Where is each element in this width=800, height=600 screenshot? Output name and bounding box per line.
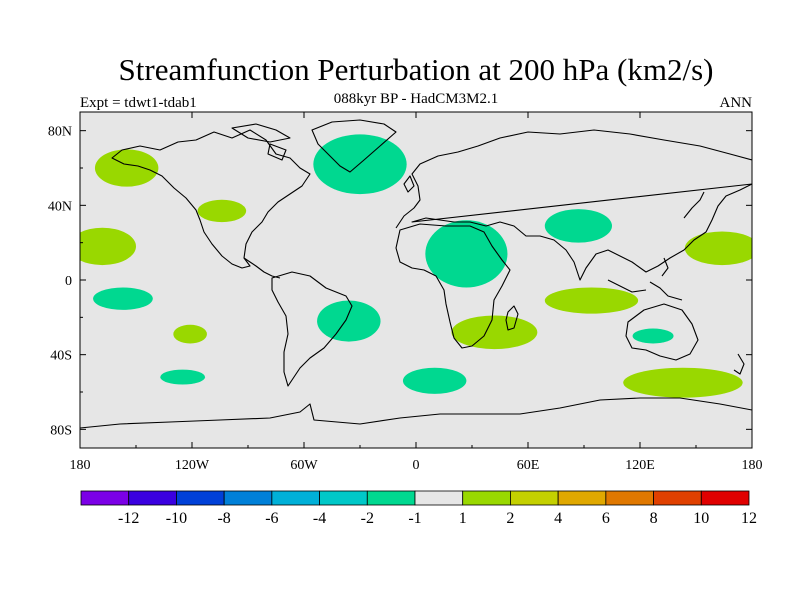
coast-greenland	[311, 119, 397, 173]
x-tick-label: 0	[413, 458, 420, 473]
figure-title: Streamfunction Perturbation at 200 hPa (…	[119, 52, 714, 87]
coast-south-america	[271, 271, 353, 387]
coast-maritime-continent	[607, 257, 683, 301]
anomaly-australia-neg	[632, 328, 674, 344]
x-tick-label: 60E	[517, 458, 540, 473]
colorbar-swatch	[366, 490, 416, 506]
y-tick-label: 0	[65, 274, 72, 289]
anomaly-south-pacific-pos	[173, 324, 207, 344]
anomaly-indian-ocean-pos	[544, 287, 639, 314]
colorbar-swatch	[510, 490, 559, 506]
coast-australia	[625, 303, 699, 361]
colorbar-swatch	[653, 490, 702, 506]
anomaly-east-pacific-pos	[80, 227, 136, 266]
colorbar-swatch	[271, 490, 320, 506]
coast-antarctica	[80, 397, 752, 429]
longitude-axis: 180 120W 60W 0 60E 120E 180	[70, 112, 763, 473]
colorbar-label: -10	[166, 510, 187, 527]
colorbar-label: 10	[693, 510, 709, 527]
x-tick-label: 120W	[175, 458, 210, 473]
colorbar: -12 -10 -8 -6 -4 -2 -1 1 2 4 6 8 10 12	[80, 490, 757, 527]
colorbar-label: -8	[217, 510, 230, 527]
colorbar-swatch	[605, 490, 654, 506]
anomaly-subtropical-south-pacific-neg	[93, 287, 153, 310]
colorbar-label: -4	[313, 510, 326, 527]
anomaly-southern-ocean-neg	[160, 369, 206, 385]
anomaly-southern-indian-ocean-pos	[623, 367, 743, 398]
anomaly-north-america-pos	[197, 199, 247, 223]
x-tick-label: 180	[70, 458, 91, 473]
colorbar-label: 4	[554, 510, 562, 527]
anomaly-south-atlantic-deep-neg	[402, 367, 467, 394]
x-tick-label: 60W	[290, 458, 318, 473]
colorbar-swatch	[80, 490, 130, 506]
colorbar-swatch	[176, 490, 225, 506]
colorbar-swatch	[462, 490, 511, 506]
coastlines	[80, 119, 752, 429]
x-tick-label: 120E	[625, 458, 655, 473]
coast-africa	[395, 223, 511, 349]
colorbar-swatch	[223, 490, 273, 506]
coast-north-america	[111, 129, 311, 269]
colorbar-swatch	[128, 490, 177, 506]
anomaly-north-atlantic-neg	[313, 134, 407, 195]
colorbar-label: -2	[361, 510, 374, 527]
y-tick-label: 80S	[50, 423, 72, 438]
colorbar-label: 8	[650, 510, 658, 527]
colorbar-label: 12	[741, 510, 757, 527]
experiment-label: Expt = tdwt1-tdab1	[80, 95, 197, 111]
colorbar-swatch	[700, 490, 750, 506]
y-tick-label: 80N	[48, 125, 72, 140]
coast-eurasia	[395, 129, 752, 281]
x-tick-label: 180	[742, 458, 763, 473]
model-label: 088kyr BP - HadCM3M2.1	[334, 91, 498, 107]
anomaly-central-asia-neg	[544, 209, 613, 243]
anomaly-north-africa-neg	[425, 220, 508, 288]
anomaly-south-africa-pos	[451, 315, 538, 350]
colorbar-label: -1	[408, 510, 421, 527]
anomaly-west-pacific-pos	[684, 231, 752, 266]
y-tick-label: 40N	[48, 199, 72, 214]
season-label: ANN	[720, 95, 753, 111]
anomaly-south-atlantic-neg	[317, 300, 381, 342]
colorbar-swatch	[557, 490, 607, 506]
latitude-axis: 80N 40N 0 40S 80S	[48, 125, 752, 438]
colorbar-label: 2	[506, 510, 514, 527]
colorbar-label: 6	[602, 510, 610, 527]
coast-japan	[683, 191, 705, 219]
colorbar-label: 1	[459, 510, 467, 527]
colorbar-swatch	[414, 490, 464, 506]
y-tick-label: 40S	[50, 349, 72, 364]
coast-arctic-islands	[231, 123, 291, 161]
coast-new-zealand	[733, 353, 745, 375]
coast-british-isles	[403, 175, 415, 193]
colorbar-swatch	[319, 490, 368, 506]
anomaly-north-pacific-pos	[94, 149, 159, 187]
colorbar-label: -6	[265, 510, 278, 527]
coast-madagascar	[505, 305, 519, 331]
colorbar-label: -12	[118, 510, 139, 527]
anomaly-contours	[80, 134, 752, 398]
